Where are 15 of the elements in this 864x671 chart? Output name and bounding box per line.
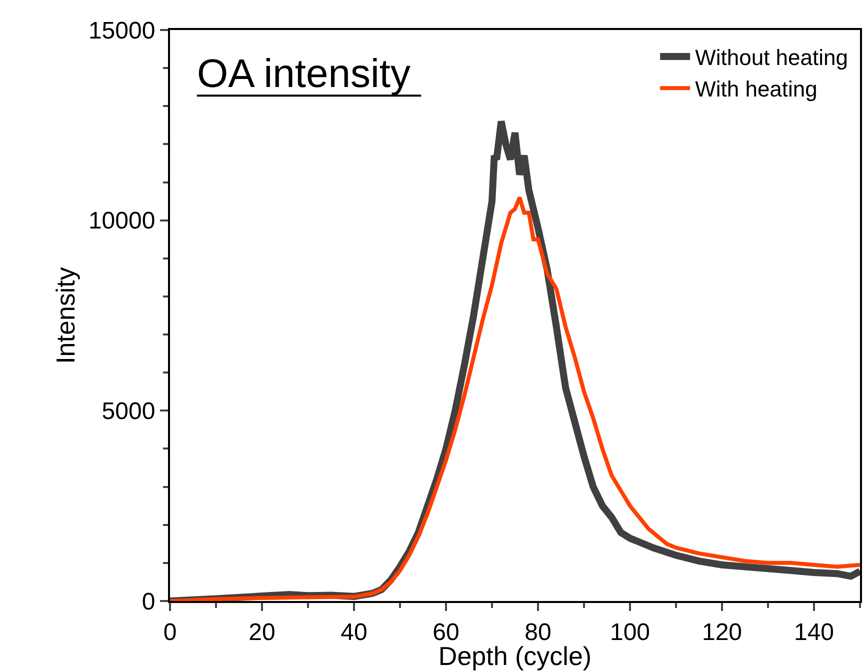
x-tick-label: 40 (340, 618, 368, 646)
y-tick-label: 15000 (88, 17, 156, 44)
y-tick-label: 10000 (88, 208, 156, 235)
y-tick-label: 0 (142, 588, 156, 616)
x-tick-label: 20 (248, 618, 276, 646)
legend-label: Without heating (695, 45, 848, 70)
y-axis-title: Intensity (50, 267, 80, 364)
x-tick-label: 120 (702, 618, 742, 646)
x-tick-label: 0 (163, 618, 177, 646)
line-series (170, 195, 860, 601)
legend-label: With heating (695, 76, 818, 102)
y-tick-label: 5000 (102, 398, 156, 426)
x-tick-label: 100 (610, 618, 650, 646)
x-tick-label: 140 (794, 618, 834, 646)
text: OA intensity (197, 52, 410, 96)
